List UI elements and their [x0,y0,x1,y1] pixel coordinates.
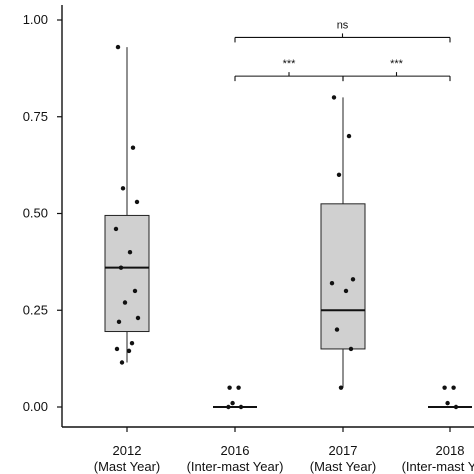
y-tick-label: 0.25 [23,302,48,317]
data-point [127,250,133,255]
data-point [130,145,136,150]
data-point [129,340,135,346]
data-point [132,288,138,294]
data-point [445,400,450,406]
data-point [453,404,459,410]
significance-brackets: ns *** *** [234,19,451,82]
box [320,203,366,350]
x-category-year: 2017 [329,443,358,458]
data-point [114,346,120,352]
data-point [226,404,231,410]
data-point [113,226,119,232]
x-category-year: 2012 [113,443,142,458]
x-category-note: (Inter-mast Year) [402,459,474,474]
data-point [334,327,340,332]
significance-label: *** [390,58,404,70]
box [104,214,150,333]
data-point [115,44,121,50]
x-category-note: (Mast Year) [94,459,160,474]
x-category-year: 2018 [436,443,465,458]
x-category-year: 2016 [221,443,250,458]
data-point [331,95,337,100]
significance-label: ns [337,19,349,31]
data-point [348,346,354,352]
data-point [343,288,349,294]
y-tick-label: 0.50 [23,206,48,221]
data-point [227,385,232,390]
data-point [350,277,356,282]
data-point [135,315,141,321]
significance-label: *** [283,58,297,70]
data-point [119,360,125,365]
data-point [338,385,344,390]
data-point [118,265,124,270]
x-category-note: (Mast Year) [310,459,376,474]
x-category-note: (Inter-mast Year) [187,459,284,474]
y-tick-label: 1.00 [23,12,48,27]
data-point [442,385,447,390]
data-point [451,385,456,390]
data-point [120,186,126,191]
boxes [104,47,472,408]
data-point [230,400,235,406]
data-point [122,300,128,305]
data-point [116,319,122,325]
axes: 0.00 0.25 0.50 0.75 1.00 [23,5,474,432]
data-points [113,44,459,410]
y-tick-label: 0.75 [23,109,48,124]
category-labels: 2012(Mast Year)2016(Inter-mast Year)2017… [94,443,474,474]
y-tick-label: 0.00 [23,399,48,414]
data-point [346,133,352,139]
data-point [134,199,140,205]
data-point [329,280,335,286]
data-point [336,172,342,177]
data-point [236,385,241,390]
data-point [126,348,132,354]
data-point [238,404,244,410]
